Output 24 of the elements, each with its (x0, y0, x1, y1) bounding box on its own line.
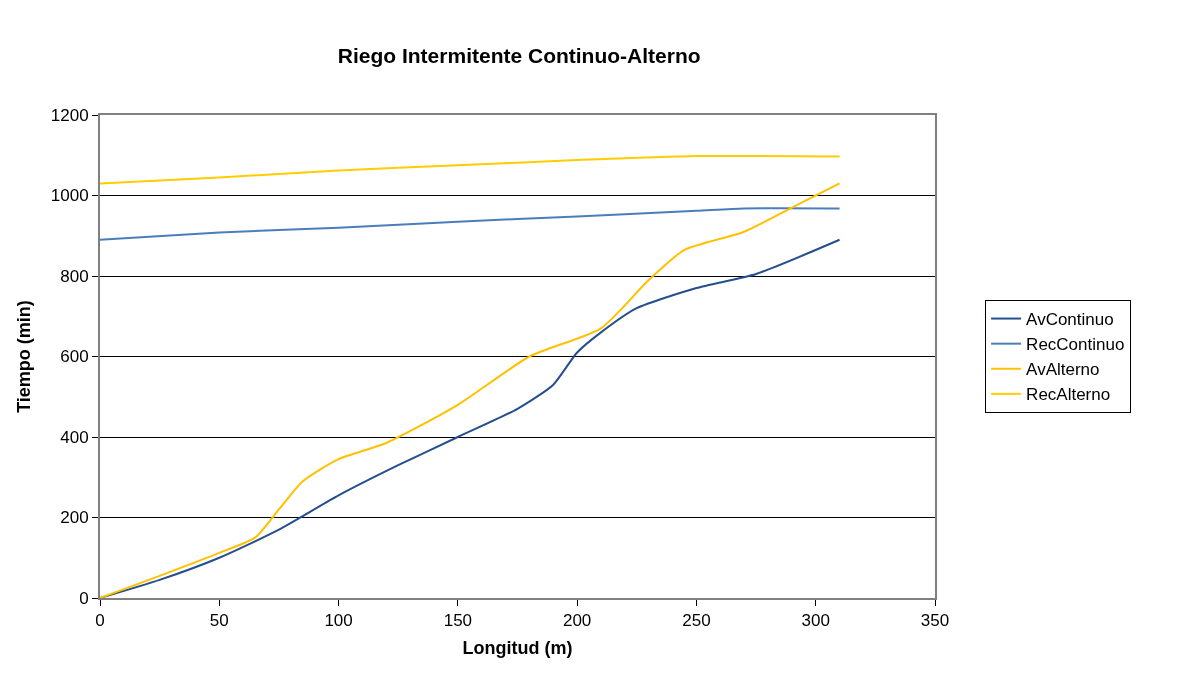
line-series (100, 154, 841, 185)
y-tick-label: 800 (60, 266, 89, 286)
y-axis-title: Tiempo (min) (14, 300, 35, 413)
legend-label: AvContinuo (1026, 310, 1114, 330)
line-series (100, 207, 841, 241)
y-tick-label: 0 (79, 588, 89, 608)
y-tick-label: 1200 (50, 105, 89, 125)
x-tick-label: 150 (443, 611, 473, 631)
x-axis-title: Longitud (m) (462, 638, 573, 658)
legend-label: RecAlterno (1026, 385, 1111, 405)
y-tick-label: 400 (60, 427, 89, 447)
x-tick-label: 50 (209, 611, 229, 631)
x-tick-label: 100 (324, 611, 353, 631)
legend-label: AvAlterno (1026, 360, 1100, 380)
x-tick-label: 300 (801, 611, 830, 631)
x-tick-label: 350 (920, 611, 950, 631)
legend-label: RecContinuo (1026, 335, 1125, 355)
x-tick-label: 200 (562, 611, 592, 631)
chart-title: Riego Intermitente Continuo-Alterno (337, 43, 701, 67)
x-tick-label: 0 (95, 611, 105, 631)
y-tick-label: 200 (60, 508, 89, 528)
y-tick-label: 600 (60, 347, 89, 367)
x-tick-label: 250 (682, 611, 711, 631)
y-tick-label: 1000 (50, 186, 89, 206)
